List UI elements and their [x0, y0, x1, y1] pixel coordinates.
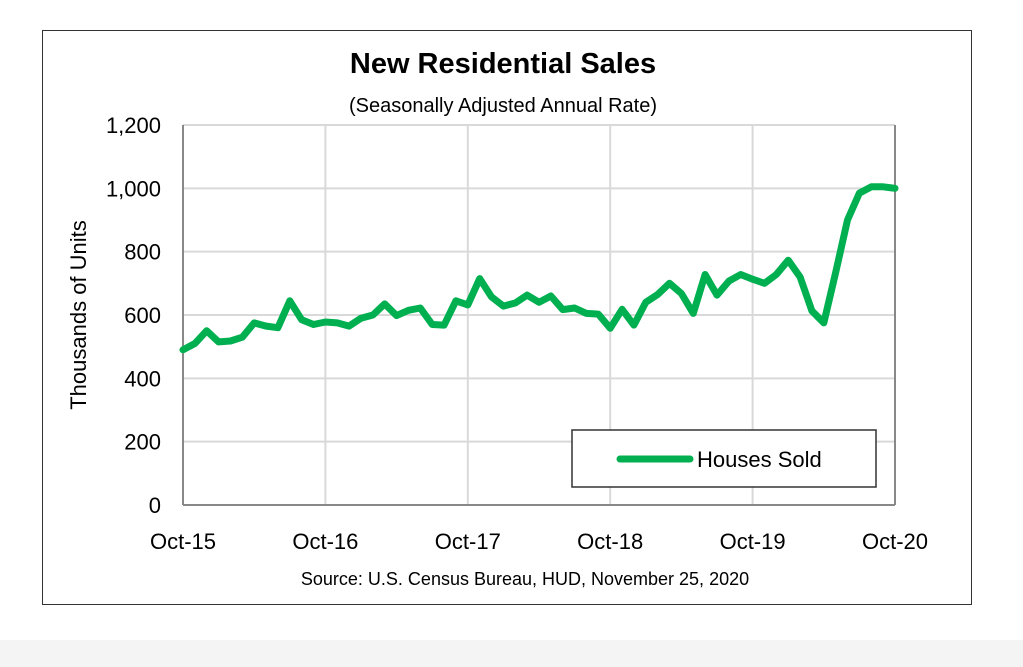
x-tick-labels: Oct-15 Oct-16 Oct-17 Oct-18 Oct-19 Oct-20 [150, 529, 928, 554]
y-tick-label: 400 [124, 366, 161, 391]
legend: Houses Sold [571, 429, 877, 488]
y-axis-label: Thousands of Units [66, 220, 91, 410]
y-tick-label: 1,000 [106, 176, 161, 201]
page-bottom-strip [0, 640, 1023, 667]
x-tick-label: Oct-17 [435, 529, 501, 554]
series-line-houses-sold [179, 183, 899, 354]
y-tick-label: 1,200 [106, 113, 161, 138]
x-tick-label: Oct-15 [150, 529, 216, 554]
gridlines [182, 124, 896, 506]
data-points [182, 186, 896, 350]
x-tick-label: Oct-18 [577, 529, 643, 554]
y-tick-labels: 0 200 400 600 800 1,000 1,200 [106, 113, 161, 518]
chart-subtitle: (Seasonally Adjusted Annual Rate) [349, 95, 657, 117]
chart-title: New Residential Sales [350, 48, 656, 80]
y-tick-label: 600 [124, 303, 161, 328]
y-tick-label: 0 [149, 493, 161, 518]
x-tick-label: Oct-16 [292, 529, 358, 554]
legend-label: Houses Sold [697, 447, 822, 472]
x-tick-label: Oct-20 [862, 529, 928, 554]
y-tick-label: 200 [124, 430, 161, 455]
source-note: Source: U.S. Census Bureau, HUD, Novembe… [301, 569, 749, 589]
y-tick-label: 800 [124, 240, 161, 265]
chart-frame [42, 30, 972, 605]
x-tick-label: Oct-19 [720, 529, 786, 554]
